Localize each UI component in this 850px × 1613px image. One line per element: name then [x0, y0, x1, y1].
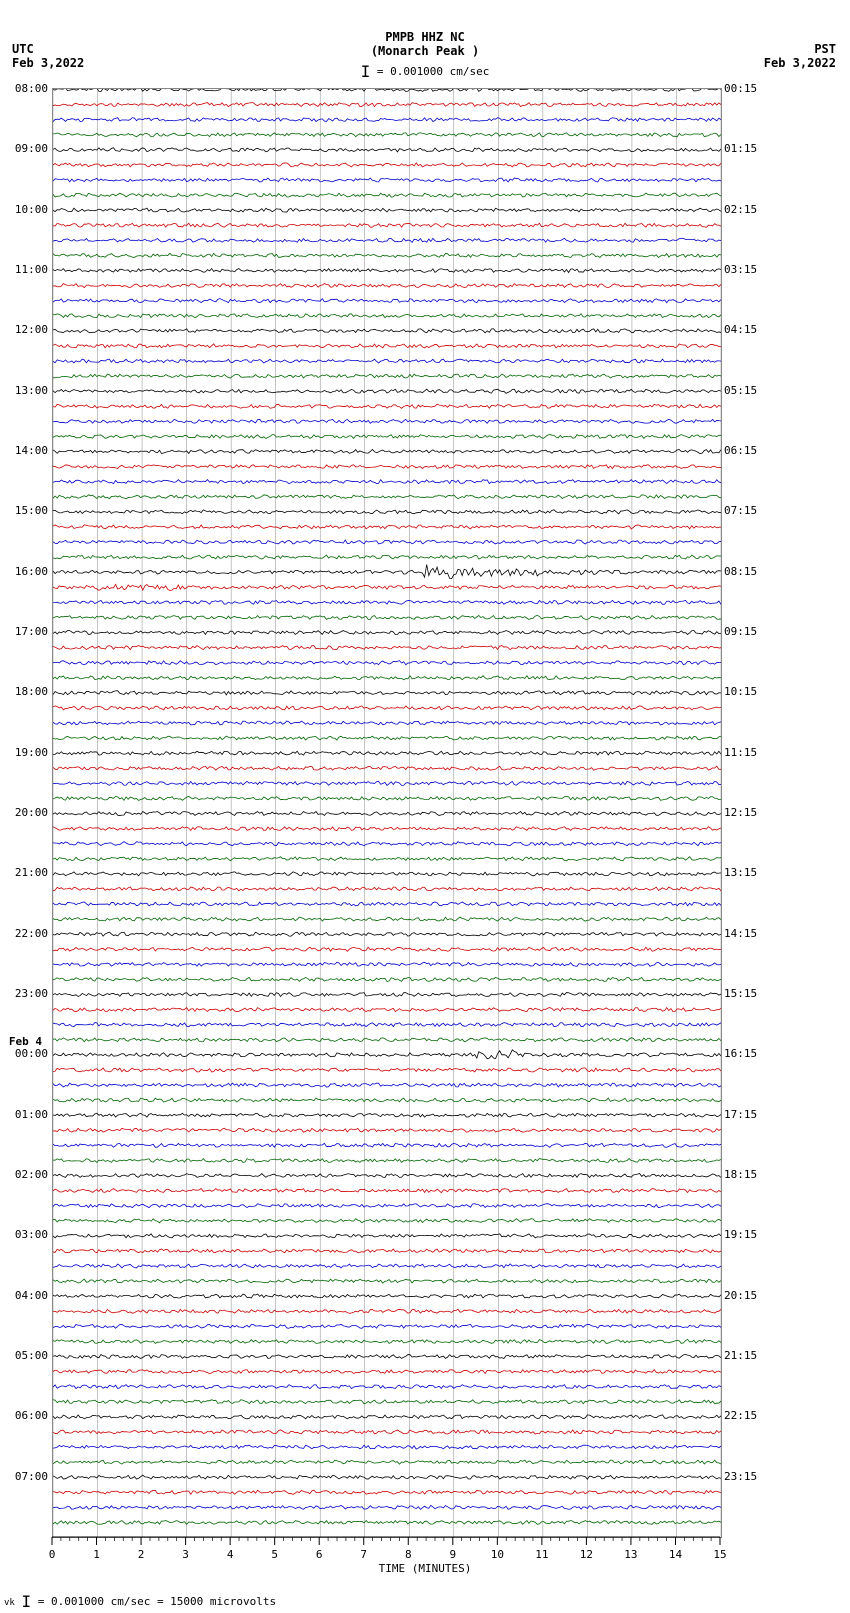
- x-tick-label: 14: [669, 1548, 682, 1561]
- right-time-label: 01:15: [724, 142, 757, 155]
- x-tick-label: 6: [316, 1548, 323, 1561]
- right-time-label: 03:15: [724, 263, 757, 276]
- x-tick-label: 1: [93, 1548, 100, 1561]
- seismogram-container: PMPB HHZ NC (Monarch Peak ) I = 0.001000…: [0, 0, 850, 1613]
- right-time-label: 13:15: [724, 866, 757, 879]
- left-time-label: 00:00: [15, 1047, 48, 1060]
- left-time-label: 01:00: [15, 1108, 48, 1121]
- x-tick-label: 0: [49, 1548, 56, 1561]
- right-time-label: 12:15: [724, 806, 757, 819]
- right-time-label: 00:15: [724, 82, 757, 95]
- left-time-label: 06:00: [15, 1409, 48, 1422]
- left-time-label: 23:00: [15, 987, 48, 1000]
- left-time-label: 07:00: [15, 1470, 48, 1483]
- right-time-label: 14:15: [724, 927, 757, 940]
- right-time-label: 06:15: [724, 444, 757, 457]
- station-title: PMPB HHZ NC: [0, 30, 850, 44]
- date-left: Feb 3,2022: [12, 56, 84, 70]
- left-time-label: 08:00: [15, 82, 48, 95]
- right-time-label: 16:15: [724, 1047, 757, 1060]
- left-time-label: 13:00: [15, 384, 48, 397]
- tz-right: PST: [814, 42, 836, 56]
- x-axis-label: TIME (MINUTES): [0, 1562, 850, 1575]
- x-tick-label: 7: [360, 1548, 367, 1561]
- right-time-label: 02:15: [724, 203, 757, 216]
- right-time-label: 15:15: [724, 987, 757, 1000]
- x-tick-label: 10: [491, 1548, 504, 1561]
- left-time-label: 15:00: [15, 504, 48, 517]
- right-time-label: 19:15: [724, 1228, 757, 1241]
- left-time-label: 18:00: [15, 685, 48, 698]
- x-tick-label: 8: [405, 1548, 412, 1561]
- seismogram-plot: [52, 88, 722, 1538]
- seismogram-svg: [53, 89, 721, 1537]
- tz-left: UTC: [12, 42, 34, 56]
- left-time-label: 12:00: [15, 323, 48, 336]
- left-time-label: 19:00: [15, 746, 48, 759]
- x-tick-label: 13: [624, 1548, 637, 1561]
- left-time-label: 11:00: [15, 263, 48, 276]
- left-time-label: 03:00: [15, 1228, 48, 1241]
- left-time-label: 16:00: [15, 565, 48, 578]
- left-time-label: 20:00: [15, 806, 48, 819]
- right-time-label: 22:15: [724, 1409, 757, 1422]
- right-time-label: 11:15: [724, 746, 757, 759]
- x-tick-label: 15: [713, 1548, 726, 1561]
- left-time-label: 05:00: [15, 1349, 48, 1362]
- date-right: Feb 3,2022: [764, 56, 836, 70]
- station-subtitle: (Monarch Peak ): [0, 44, 850, 58]
- right-time-label: 23:15: [724, 1470, 757, 1483]
- right-time-label: 17:15: [724, 1108, 757, 1121]
- x-tick-label: 2: [138, 1548, 145, 1561]
- right-time-label: 08:15: [724, 565, 757, 578]
- footer-scale: vk I = 0.001000 cm/sec = 15000 microvolt…: [4, 1592, 276, 1611]
- left-time-label: 22:00: [15, 927, 48, 940]
- right-time-label: 05:15: [724, 384, 757, 397]
- left-time-label: 17:00: [15, 625, 48, 638]
- x-tick-label: 5: [271, 1548, 278, 1561]
- x-tick-label: 3: [182, 1548, 189, 1561]
- scale-label: I = 0.001000 cm/sec: [0, 62, 850, 81]
- right-time-label: 07:15: [724, 504, 757, 517]
- right-time-label: 20:15: [724, 1289, 757, 1302]
- scale-text: = 0.001000 cm/sec: [377, 65, 490, 78]
- left-time-label: 09:00: [15, 142, 48, 155]
- right-time-label: 18:15: [724, 1168, 757, 1181]
- left-time-label: 14:00: [15, 444, 48, 457]
- right-time-label: 04:15: [724, 323, 757, 336]
- left-time-label: 04:00: [15, 1289, 48, 1302]
- right-time-label: 09:15: [724, 625, 757, 638]
- x-tick-label: 12: [580, 1548, 593, 1561]
- x-tick-label: 4: [227, 1548, 234, 1561]
- right-time-label: 10:15: [724, 685, 757, 698]
- x-tick-label: 11: [535, 1548, 548, 1561]
- left-time-label: 10:00: [15, 203, 48, 216]
- footer-text: = 0.001000 cm/sec = 15000 microvolts: [38, 1595, 276, 1608]
- x-tick-label: 9: [449, 1548, 456, 1561]
- left-time-label: 21:00: [15, 866, 48, 879]
- left-time-label: 02:00: [15, 1168, 48, 1181]
- right-time-label: 21:15: [724, 1349, 757, 1362]
